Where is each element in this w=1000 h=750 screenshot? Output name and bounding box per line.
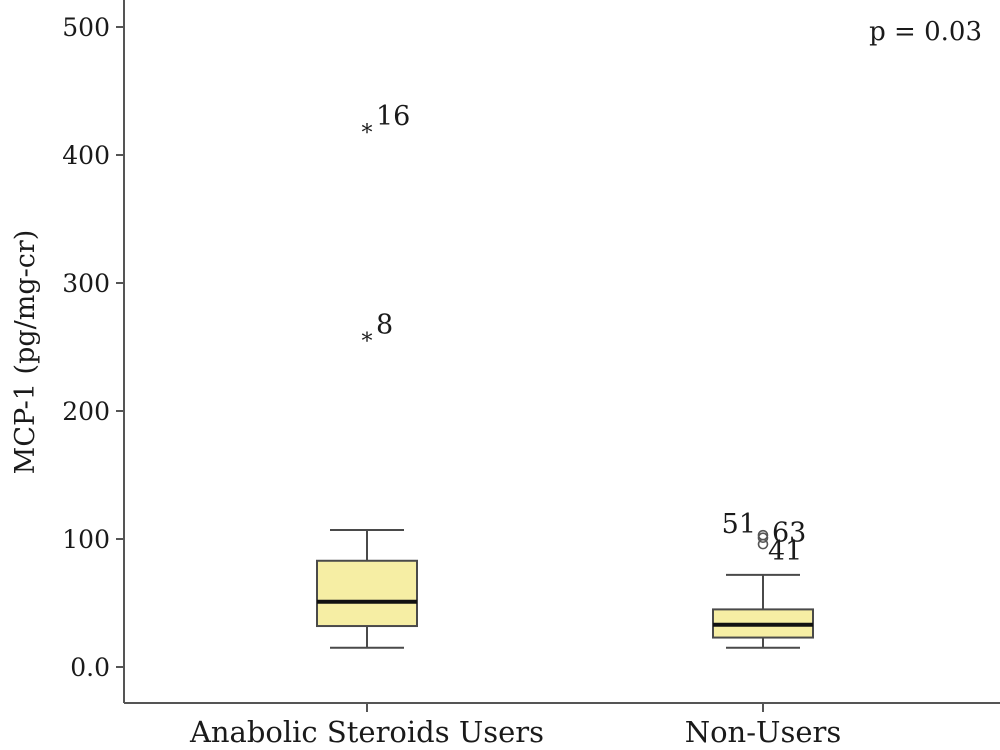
outlier-label: 16 — [376, 101, 410, 132]
outlier-marker — [757, 532, 769, 544]
axes — [123, 0, 1000, 704]
x-ticks: Anabolic Steroids Users Non-Users — [189, 703, 841, 749]
x-tick-label: Non-Users — [685, 715, 842, 749]
x-tick-label: Anabolic Steroids Users — [189, 715, 544, 749]
extreme-outlier-marker: * — [362, 121, 373, 146]
outlier-label: 63 — [772, 518, 806, 549]
y-tick-label: 100 — [62, 525, 110, 554]
y-tick-label: 0.0 — [70, 653, 110, 682]
y-ticks: 0.0 100 200 300 400 500 — [62, 13, 124, 682]
y-tick-label: 200 — [62, 397, 110, 426]
p-value-annotation: p = 0.03 — [869, 17, 982, 47]
extreme-outlier-marker: * — [362, 330, 373, 355]
outlier-marker — [757, 538, 769, 550]
y-tick-label: 300 — [62, 269, 110, 298]
outlier-label: 41 — [768, 536, 802, 567]
y-tick-label: 500 — [62, 13, 110, 42]
outlier-label: 51 — [722, 509, 756, 540]
box-group: *16*8 — [316, 101, 418, 649]
y-tick-label: 400 — [62, 141, 110, 170]
outlier-label: 8 — [376, 310, 393, 341]
y-axis-title: MCP-1 (pg/mg-cr) — [10, 230, 41, 475]
iqr-box — [316, 559, 418, 628]
